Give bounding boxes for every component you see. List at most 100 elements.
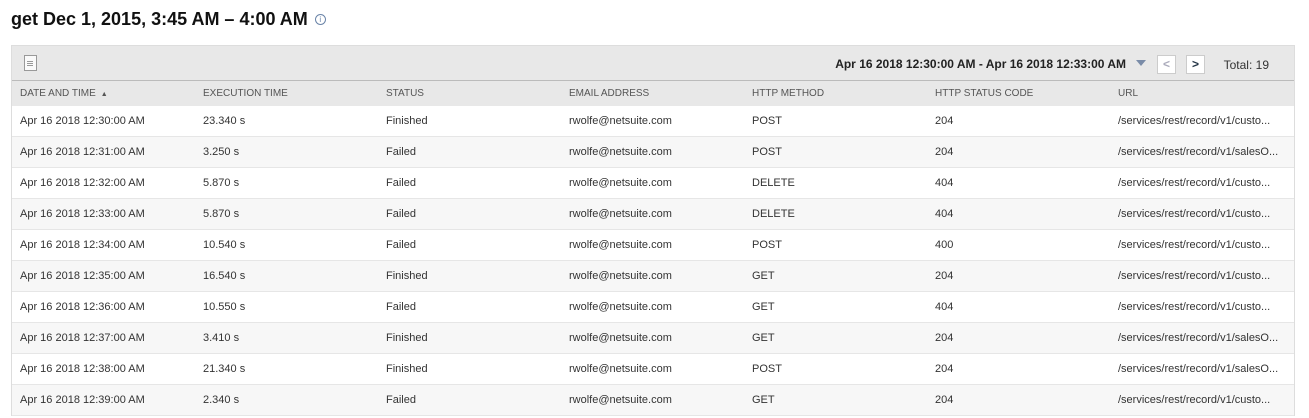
column-header-label: EXECUTION TIME <box>203 88 288 99</box>
table-cell: 400 <box>935 239 954 251</box>
column-header[interactable]: HTTP STATUS CODE <box>927 88 1110 99</box>
column-header-label: DATE AND TIME <box>20 88 96 99</box>
table-cell: Failed <box>386 301 416 313</box>
table-cell: rwolfe@netsuite.com <box>569 208 672 220</box>
table-cell: GET <box>752 332 775 344</box>
table-cell: Apr 16 2018 12:32:00 AM <box>20 177 145 189</box>
previous-page-button[interactable]: < <box>1157 55 1176 74</box>
column-header[interactable]: URL <box>1110 88 1290 99</box>
table-cell: rwolfe@netsuite.com <box>569 394 672 406</box>
table-cell: /services/rest/record/v1/custo... <box>1118 115 1271 127</box>
column-header-label: HTTP STATUS CODE <box>935 88 1034 99</box>
table-cell: 404 <box>935 301 954 313</box>
table-cell: 3.410 s <box>203 332 240 344</box>
table-cell: /services/rest/record/v1/custo... <box>1118 270 1271 282</box>
table-cell: Apr 16 2018 12:35:00 AM <box>20 270 145 282</box>
date-range-selector[interactable]: Apr 16 2018 12:30:00 AM - Apr 16 2018 12… <box>835 57 1126 71</box>
table-cell: rwolfe@netsuite.com <box>569 239 672 251</box>
export-document-icon[interactable] <box>24 55 37 71</box>
table-cell: 204 <box>935 270 954 282</box>
table-cell: rwolfe@netsuite.com <box>569 332 672 344</box>
table-cell: rwolfe@netsuite.com <box>569 363 672 375</box>
table-row[interactable]: Apr 16 2018 12:35:00 AM 16.540 s Finished r… <box>12 261 1294 292</box>
sort-ascending-icon: ▲ <box>100 91 108 98</box>
page-title: get Dec 1, 2015, 3:45 AM – 4:00 AM i <box>11 9 326 30</box>
table-row[interactable]: Apr 16 2018 12:36:00 AM 10.550 s Failed rwo… <box>12 292 1294 323</box>
table-cell: 204 <box>935 146 954 158</box>
table-cell: rwolfe@netsuite.com <box>569 301 672 313</box>
table-cell: /services/rest/record/v1/salesO... <box>1118 332 1279 344</box>
column-header-label: HTTP METHOD <box>752 88 825 99</box>
table-cell: /services/rest/record/v1/salesO... <box>1118 146 1279 158</box>
results-panel: Apr 16 2018 12:30:00 AM - Apr 16 2018 12… <box>11 45 1295 416</box>
column-header-label: STATUS <box>386 88 424 99</box>
table-cell: rwolfe@netsuite.com <box>569 115 672 127</box>
table-cell: 2.340 s <box>203 394 240 406</box>
table-cell: /services/rest/record/v1/custo... <box>1118 239 1271 251</box>
table-row[interactable]: Apr 16 2018 12:33:00 AM 5.870 s Failed rwol… <box>12 199 1294 230</box>
column-header[interactable]: EMAIL ADDRESS <box>561 88 744 99</box>
table-cell: POST <box>752 239 782 251</box>
column-header[interactable]: STATUS <box>378 88 561 99</box>
table-cell: 204 <box>935 363 954 375</box>
table-cell: 404 <box>935 177 954 189</box>
table-cell: Apr 16 2018 12:34:00 AM <box>20 239 145 251</box>
table-cell: Apr 16 2018 12:37:00 AM <box>20 332 145 344</box>
column-header-label: EMAIL ADDRESS <box>569 88 650 99</box>
table-cell: 3.250 s <box>203 146 240 158</box>
table-row[interactable]: Apr 16 2018 12:30:00 AM 23.340 s Finished r… <box>12 106 1294 137</box>
table-cell: Apr 16 2018 12:38:00 AM <box>20 363 145 375</box>
column-header[interactable]: DATE AND TIME ▲ <box>12 88 195 99</box>
table-cell: 21.340 s <box>203 363 246 375</box>
column-header-label: URL <box>1118 88 1139 99</box>
table-cell: 204 <box>935 115 954 127</box>
column-header[interactable]: HTTP METHOD <box>744 88 927 99</box>
table-row[interactable]: Apr 16 2018 12:32:00 AM 5.870 s Failed rwol… <box>12 168 1294 199</box>
table-row[interactable]: Apr 16 2018 12:31:00 AM 3.250 s Failed rwol… <box>12 137 1294 168</box>
table-cell: 23.340 s <box>203 115 246 127</box>
table-row[interactable]: Apr 16 2018 12:34:00 AM 10.540 s Failed rwo… <box>12 230 1294 261</box>
total-count: Total: 19 <box>1223 58 1269 72</box>
table-cell: rwolfe@netsuite.com <box>569 146 672 158</box>
table-cell: Apr 16 2018 12:31:00 AM <box>20 146 145 158</box>
table-cell: Failed <box>386 239 416 251</box>
table-cell: Apr 16 2018 12:36:00 AM <box>20 301 145 313</box>
table-row[interactable]: Apr 16 2018 12:38:00 AM 21.340 s Finished r… <box>12 354 1294 385</box>
table-cell: 10.540 s <box>203 239 246 251</box>
table-cell: 16.540 s <box>203 270 246 282</box>
table-body: Apr 16 2018 12:30:00 AM 23.340 s Finished r… <box>12 106 1294 416</box>
table-cell: Apr 16 2018 12:39:00 AM <box>20 394 145 406</box>
table-cell: DELETE <box>752 208 795 220</box>
table-cell: 5.870 s <box>203 177 240 189</box>
table-cell: GET <box>752 394 775 406</box>
table-header: DATE AND TIME ▲ EXECUTION TIME STATUS EMAIL … <box>12 81 1294 106</box>
table-cell: 404 <box>935 208 954 220</box>
column-header[interactable]: EXECUTION TIME <box>195 88 378 99</box>
table-row[interactable]: Apr 16 2018 12:37:00 AM 3.410 s Finished rw… <box>12 323 1294 354</box>
table-cell: Apr 16 2018 12:30:00 AM <box>20 115 145 127</box>
table-row[interactable]: Apr 16 2018 12:39:00 AM 2.340 s Failed rwol… <box>12 385 1294 416</box>
next-page-button[interactable]: > <box>1186 55 1205 74</box>
table-cell: Failed <box>386 146 416 158</box>
table-cell: 204 <box>935 332 954 344</box>
table-cell: 10.550 s <box>203 301 246 313</box>
title-text: get Dec 1, 2015, 3:45 AM – 4:00 AM <box>11 9 308 29</box>
dropdown-caret-icon[interactable] <box>1136 60 1146 66</box>
table-cell: rwolfe@netsuite.com <box>569 270 672 282</box>
table-cell: 5.870 s <box>203 208 240 220</box>
table-cell: GET <box>752 301 775 313</box>
table-cell: Finished <box>386 270 428 282</box>
table-cell: POST <box>752 363 782 375</box>
table-cell: /services/rest/record/v1/custo... <box>1118 177 1271 189</box>
table-cell: /services/rest/record/v1/salesO... <box>1118 363 1279 375</box>
table-cell: GET <box>752 270 775 282</box>
table-cell: Apr 16 2018 12:33:00 AM <box>20 208 145 220</box>
table-cell: DELETE <box>752 177 795 189</box>
toolbar: Apr 16 2018 12:30:00 AM - Apr 16 2018 12… <box>12 46 1294 81</box>
table-cell: /services/rest/record/v1/custo... <box>1118 301 1271 313</box>
table-cell: Failed <box>386 177 416 189</box>
table-cell: Failed <box>386 208 416 220</box>
info-icon[interactable]: i <box>314 14 326 25</box>
table-cell: POST <box>752 115 782 127</box>
table-cell: Finished <box>386 332 428 344</box>
